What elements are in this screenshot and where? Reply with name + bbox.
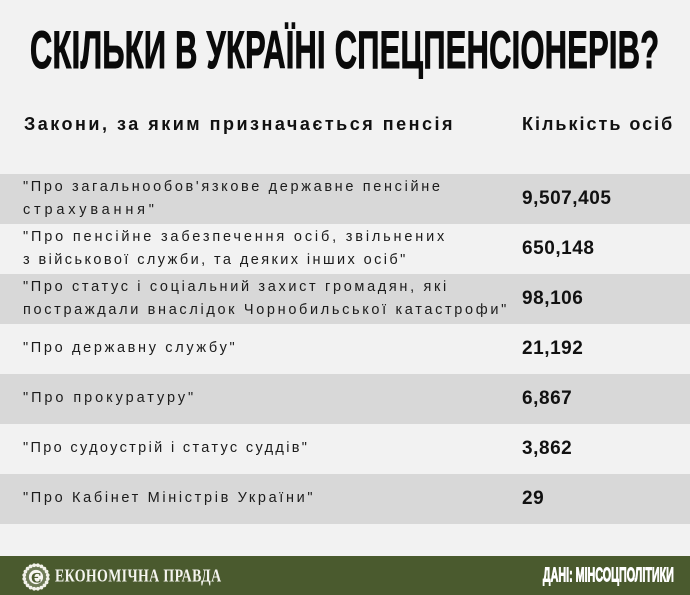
svg-text:Є: Є bbox=[31, 570, 41, 586]
